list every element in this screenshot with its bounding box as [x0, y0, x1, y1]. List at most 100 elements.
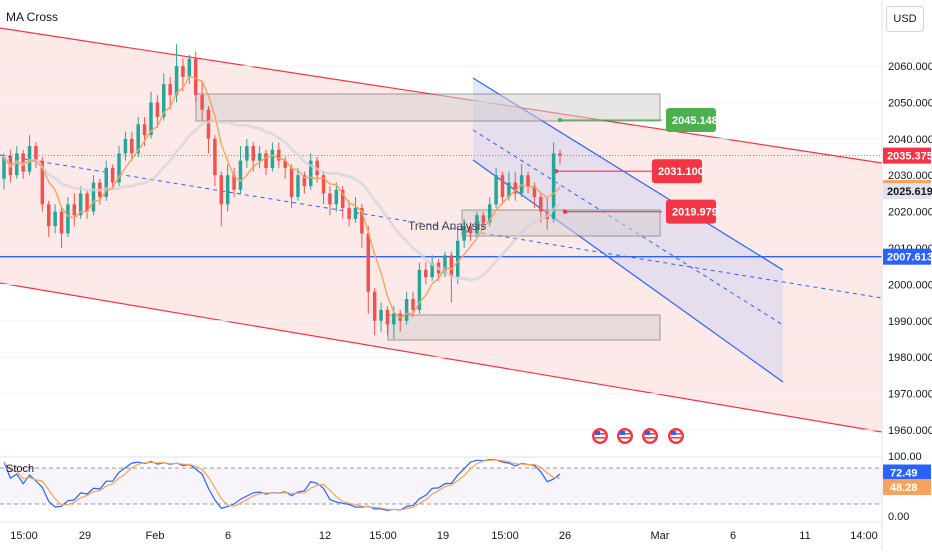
candle-body [27, 146, 32, 172]
candle-body [551, 153, 556, 219]
stoch-d-line [3, 459, 561, 511]
overlay-layer: Trend Analysis [2, 75, 684, 444]
currency-button[interactable]: USD [886, 6, 924, 32]
last-price-axis-bg [883, 147, 931, 164]
candle-body [296, 175, 300, 198]
level-2020-text: 2019.979 [672, 207, 718, 219]
candle-body [449, 255, 454, 278]
event-flag-canton [645, 431, 650, 435]
trend-dashed-line [0, 154, 883, 299]
candle-body [430, 262, 434, 278]
ma-fast-line [3, 75, 561, 319]
time-tick-label: 6 [225, 530, 231, 542]
time-axis[interactable]: 15:00 29 Feb 6 12 15:00 19 15:00 26 Mar 6 11 14:00 [0, 521, 882, 542]
candle-body [66, 204, 70, 234]
drawings-layer [0, 77, 883, 383]
ma-slow-axis-label: 2025.619 [887, 186, 932, 198]
price-axis-bg [882, 0, 932, 550]
candle-body [283, 160, 287, 168]
candle-body [392, 313, 396, 325]
candle-body [424, 269, 428, 278]
level-2020-box [666, 199, 716, 224]
oscillator-tick-label: 0.00 [888, 511, 909, 523]
price-tick-label: 2020.000 [888, 207, 932, 219]
indicator-title[interactable]: MA Cross [6, 10, 59, 24]
candle-body [334, 189, 339, 205]
candle-body [462, 226, 466, 241]
price-tick-label: 1960.000 [888, 425, 932, 437]
regression-mid [472, 129, 784, 326]
candle-body [162, 84, 166, 117]
time-tick-label: 15:00 [10, 530, 38, 542]
candle-body [219, 175, 224, 205]
price-axis[interactable]: 1960.000 1970.000 1980.000 1990.000 2000.000… [881, 0, 932, 550]
time-tick-label: 14:00 [850, 530, 878, 542]
price-tick-label: 2030.000 [888, 170, 932, 182]
candle-body [340, 189, 345, 208]
time-tick-label: 12 [319, 530, 331, 542]
candle-body [206, 109, 211, 139]
trend-channel-fill [0, 28, 882, 432]
candle-body [232, 175, 236, 190]
event-flag-stripe [620, 437, 630, 439]
level-2045-text: 2045.148 [672, 115, 718, 127]
candle-body [379, 309, 383, 321]
candle-body [353, 207, 358, 219]
candle-body [110, 167, 115, 183]
candle-body [142, 124, 147, 136]
annotation-text: Trend Analysis [408, 219, 486, 233]
oscillator-title[interactable]: Stoch [6, 463, 35, 475]
candle-body [168, 84, 172, 96]
candle-body [85, 193, 89, 212]
candle-body [347, 207, 351, 219]
candle-body [21, 153, 25, 172]
price-tick-label: 1970.000 [888, 389, 932, 401]
event-flag-canton [595, 431, 600, 435]
time-tick-label: 19 [437, 530, 449, 542]
candle-body [78, 193, 83, 216]
candle-body [532, 186, 537, 198]
candle-body [2, 157, 6, 179]
time-tick-label: 15:00 [491, 530, 519, 542]
level-2031-box [652, 159, 702, 184]
candle-body [417, 269, 422, 310]
stoch-d-label: 48.28 [890, 482, 918, 494]
horizontal-line-axis-label: 2007.613 [887, 252, 932, 264]
candle-body [270, 149, 275, 168]
price-tick-label: 2000.000 [888, 279, 932, 291]
candle-body [526, 175, 530, 187]
candle-body [104, 167, 109, 198]
ma-slow-axis-bg [883, 183, 931, 200]
candle-body [91, 182, 96, 212]
time-tick-label: 26 [559, 530, 571, 542]
candle-body [213, 138, 217, 176]
candle-body [309, 160, 313, 187]
candle-body [455, 240, 460, 278]
candle-body [302, 175, 307, 187]
candle-body [187, 58, 192, 77]
candle-body [321, 175, 326, 194]
candle-body [468, 226, 473, 234]
last-price-axis-label: 2035.375 [887, 151, 932, 163]
event-flag-stripe [671, 437, 681, 439]
candle-body [411, 298, 415, 310]
price-tick-label: 1990.000 [888, 316, 932, 328]
candle-body [59, 211, 64, 234]
time-tick-label: 11 [799, 530, 810, 542]
candle-body [277, 149, 281, 161]
candle-body [149, 102, 153, 136]
price-tick-label: 2040.000 [888, 134, 932, 146]
candle-body [40, 160, 45, 205]
level-2045-dot [557, 117, 563, 123]
level-2031-text: 2031.100 [658, 166, 704, 178]
level-2045-box [666, 108, 716, 133]
stoch-k-bg [883, 464, 931, 481]
candle-body [385, 309, 390, 325]
event-flag-canton [620, 431, 625, 435]
price-labels-layer: 2035.3752026.4642025.6192007.61372.4948.… [652, 108, 932, 496]
candle-body [475, 215, 479, 234]
candle-body [15, 153, 19, 176]
candle-body [155, 102, 160, 117]
